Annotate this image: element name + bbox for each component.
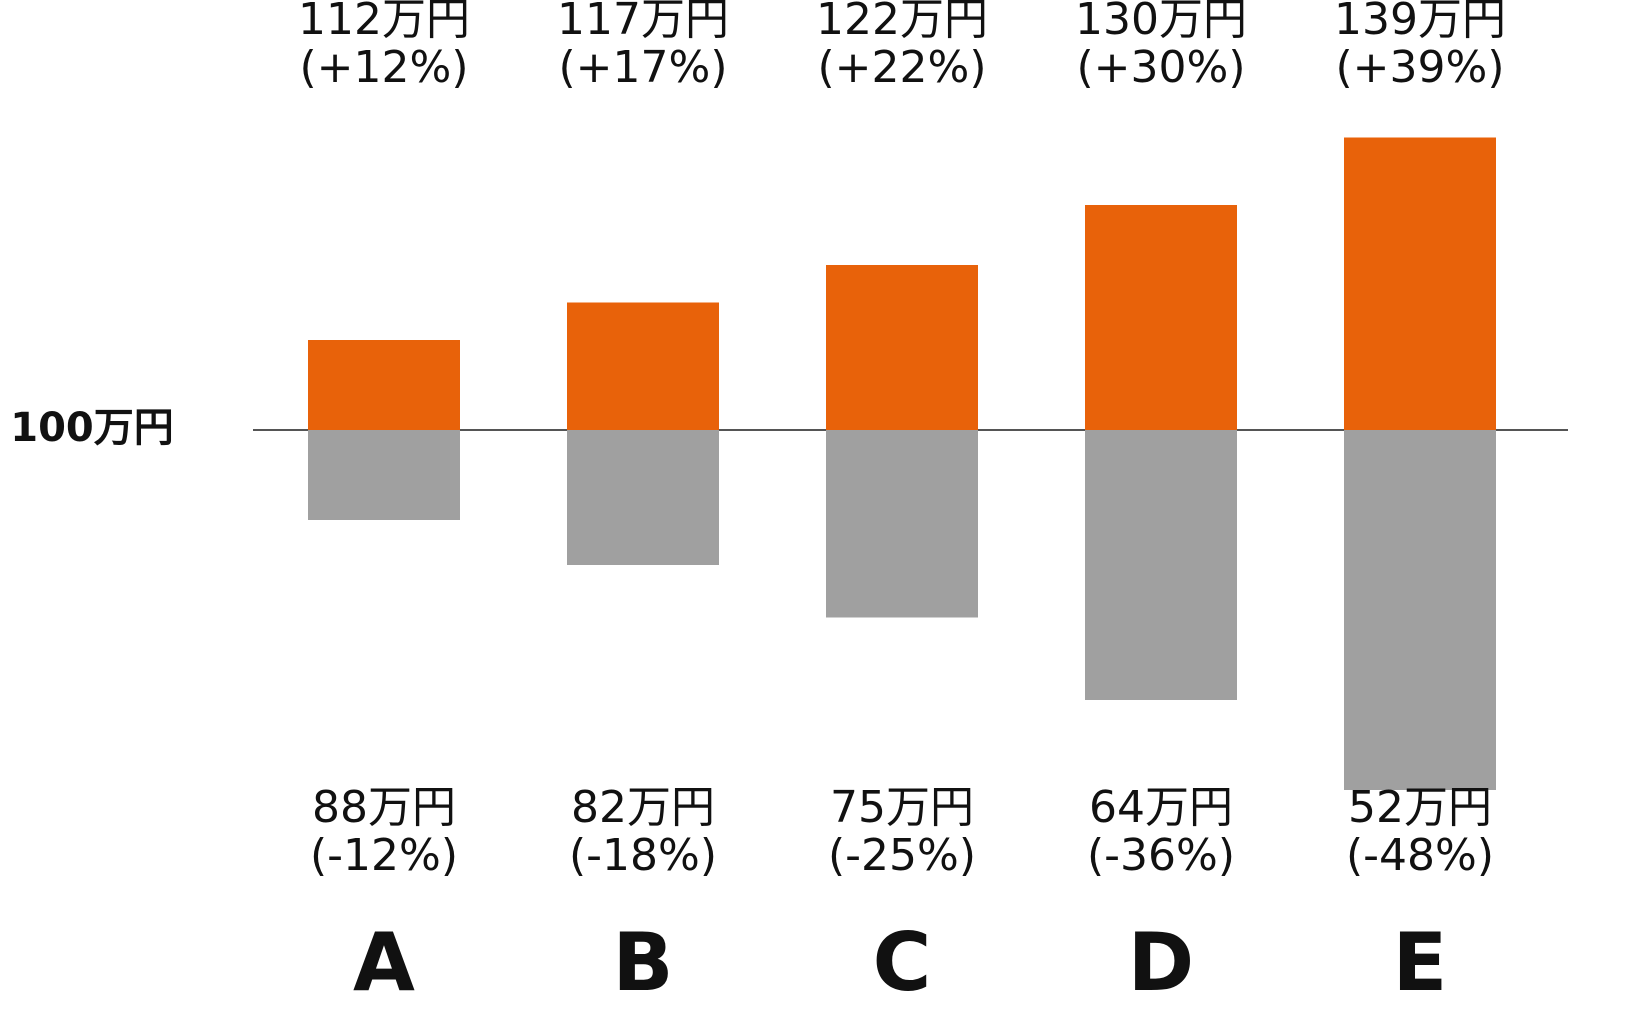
value-label: 64万円 bbox=[1089, 782, 1233, 833]
bar bbox=[308, 430, 460, 520]
value-label: 139万円 bbox=[1334, 0, 1506, 45]
change-label: (-48%) bbox=[1346, 830, 1494, 881]
bar bbox=[1344, 430, 1496, 790]
bar bbox=[1085, 430, 1237, 700]
bar bbox=[567, 430, 719, 565]
change-label: (+12%) bbox=[300, 42, 469, 93]
value-label: 82万円 bbox=[571, 782, 715, 833]
x-tick-label: A bbox=[353, 916, 415, 1009]
value-label: 52万円 bbox=[1348, 782, 1492, 833]
value-label: 75万円 bbox=[830, 782, 974, 833]
change-label: (+30%) bbox=[1077, 42, 1246, 93]
x-tick-label: C bbox=[873, 916, 932, 1009]
value-label: 88万円 bbox=[312, 782, 456, 833]
bar bbox=[308, 340, 460, 430]
y-tick-label: 100万円 bbox=[10, 405, 174, 451]
value-label: 112万円 bbox=[298, 0, 470, 45]
bar bbox=[826, 430, 978, 618]
change-label: (+22%) bbox=[818, 42, 987, 93]
change-label: (-18%) bbox=[569, 830, 717, 881]
x-tick-label: D bbox=[1128, 916, 1194, 1009]
bar bbox=[1344, 137, 1496, 430]
change-label: (+39%) bbox=[1336, 42, 1505, 93]
value-label: 122万円 bbox=[816, 0, 988, 45]
bar bbox=[1085, 205, 1237, 430]
value-label: 117万円 bbox=[557, 0, 729, 45]
x-tick-label: B bbox=[613, 916, 674, 1009]
bar bbox=[826, 265, 978, 430]
change-label: (-25%) bbox=[828, 830, 976, 881]
x-tick-label: E bbox=[1393, 916, 1448, 1009]
change-label: (-12%) bbox=[310, 830, 458, 881]
value-label: 130万円 bbox=[1075, 0, 1247, 45]
change-label: (-36%) bbox=[1087, 830, 1235, 881]
change-label: (+17%) bbox=[559, 42, 728, 93]
bar bbox=[567, 302, 719, 430]
